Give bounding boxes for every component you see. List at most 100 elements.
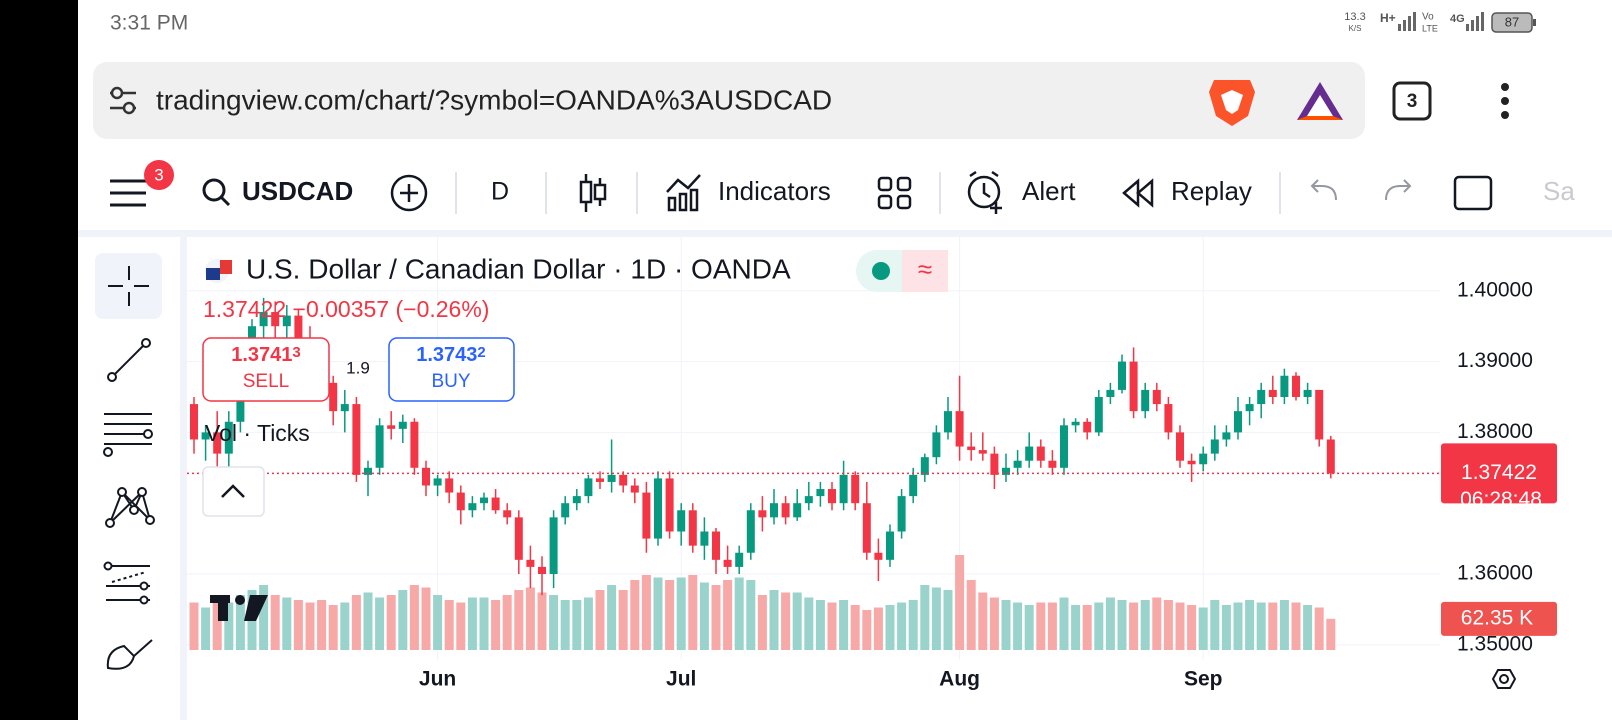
save-button[interactable]: Sa — [1543, 176, 1575, 206]
battery-tip — [1533, 19, 1536, 26]
candle-body — [967, 446, 976, 451]
candle-body — [804, 496, 813, 504]
candle-body — [1094, 396, 1103, 433]
candle-body — [1245, 404, 1254, 412]
volume-bar — [363, 592, 373, 650]
settings-button[interactable] — [1491, 669, 1517, 689]
volume-bar — [607, 585, 617, 650]
volume-bar — [1152, 597, 1162, 650]
volume-bar — [201, 607, 211, 650]
buy-price-pip: 2 — [477, 344, 485, 361]
search-icon[interactable] — [202, 178, 231, 207]
interval[interactable]: D — [491, 178, 509, 206]
candle-body — [1164, 404, 1173, 433]
volume-bar — [1071, 605, 1081, 650]
candle-body — [781, 503, 790, 518]
candle-body — [340, 404, 349, 412]
fib-tool[interactable] — [103, 413, 153, 457]
status-time: 3:31 PM — [110, 12, 188, 35]
indicators-icon[interactable] — [666, 174, 701, 212]
flag-us — [206, 268, 220, 280]
net-speed: 13.3 — [1344, 11, 1365, 23]
sell-price-pip: 3 — [292, 344, 300, 361]
volume-bar — [270, 595, 280, 650]
market-open-dot — [872, 262, 890, 280]
volume-bar — [1256, 602, 1266, 650]
buy-price-main: 1.3743 — [416, 344, 477, 366]
trend-line-tool[interactable] — [107, 338, 151, 382]
volume-bar — [885, 605, 895, 650]
tv-logo — [210, 595, 268, 621]
collapse-legend[interactable] — [202, 466, 265, 517]
volume-bar — [514, 590, 524, 650]
candle-body — [828, 489, 836, 504]
menu-badge — [144, 160, 174, 190]
volume-bar — [1117, 600, 1127, 650]
signal-label: LTE — [1422, 23, 1438, 33]
tab-switcher[interactable] — [1392, 81, 1432, 121]
candle-body — [549, 517, 558, 574]
symbol[interactable]: USDCAD — [242, 176, 353, 206]
volume-bar — [421, 587, 431, 650]
candle-body — [1141, 389, 1150, 412]
candle-body — [422, 467, 430, 486]
candle-body — [1152, 389, 1161, 405]
crosshair-tool[interactable] — [108, 266, 149, 306]
candle-body — [1013, 460, 1022, 468]
volume-bar — [1047, 602, 1057, 650]
candle-body — [1106, 389, 1115, 397]
y-tick-label: 1.35000 — [1457, 632, 1533, 655]
volume-bar — [804, 597, 814, 650]
brush-tool[interactable] — [106, 639, 153, 670]
candle-body — [909, 474, 918, 497]
candle-body — [1199, 453, 1208, 465]
indicators-button[interactable]: Indicators — [718, 176, 831, 206]
replay-button[interactable]: Replay — [1171, 176, 1252, 206]
buy-button[interactable] — [388, 337, 515, 402]
fullscreen-button[interactable] — [1453, 175, 1493, 211]
y-tick-label: 1.40000 — [1457, 278, 1533, 301]
pattern-tool[interactable] — [105, 487, 155, 528]
volume-bar — [433, 595, 443, 650]
panel-divider — [180, 237, 187, 720]
y-tick-label: 1.38000 — [1457, 420, 1533, 443]
layouts-button[interactable] — [877, 176, 912, 210]
volume-bar — [1059, 597, 1069, 650]
url-bar[interactable] — [93, 62, 1365, 139]
volume-bar — [328, 605, 338, 650]
menu-button[interactable] — [110, 179, 146, 207]
candle-layer — [190, 297, 1335, 596]
forecast-tool[interactable] — [103, 561, 151, 605]
candle-body — [630, 485, 639, 493]
volume-bar — [1094, 602, 1104, 650]
rewards-icon-inner — [1307, 95, 1333, 116]
volume-bar — [1187, 605, 1197, 650]
volume-bar — [305, 602, 315, 650]
redo-button[interactable] — [1385, 179, 1412, 201]
candle-body — [1234, 411, 1242, 433]
candle-body — [480, 497, 488, 504]
chart-type-button[interactable] — [579, 174, 607, 212]
collapse-icon — [221, 484, 245, 498]
replay-icon[interactable] — [1122, 178, 1154, 208]
volume-bar — [1221, 605, 1231, 650]
sell-button[interactable] — [202, 337, 330, 402]
compare-button[interactable] — [390, 174, 428, 212]
volume-bar — [827, 602, 837, 650]
battery — [1491, 12, 1533, 33]
alert-icon[interactable] — [967, 170, 1002, 214]
site-settings-icon[interactable] — [110, 86, 136, 115]
volume-legend: Vol · Ticks — [205, 420, 310, 446]
volume-bar — [897, 602, 907, 650]
candle-body — [990, 453, 999, 475]
candle-body — [224, 421, 233, 454]
browser-menu[interactable] — [1501, 83, 1509, 119]
candle-body — [445, 478, 454, 493]
volume-bar — [1303, 605, 1313, 650]
alert-button[interactable]: Alert — [1022, 176, 1076, 206]
undo-button[interactable] — [1310, 179, 1337, 201]
crosshair-tool-bg[interactable] — [95, 253, 162, 319]
tab-count: 3 — [1407, 91, 1418, 112]
url[interactable]: tradingview.com/chart/?symbol=OANDA%3AUS… — [156, 84, 832, 115]
volume-bar — [409, 585, 419, 650]
